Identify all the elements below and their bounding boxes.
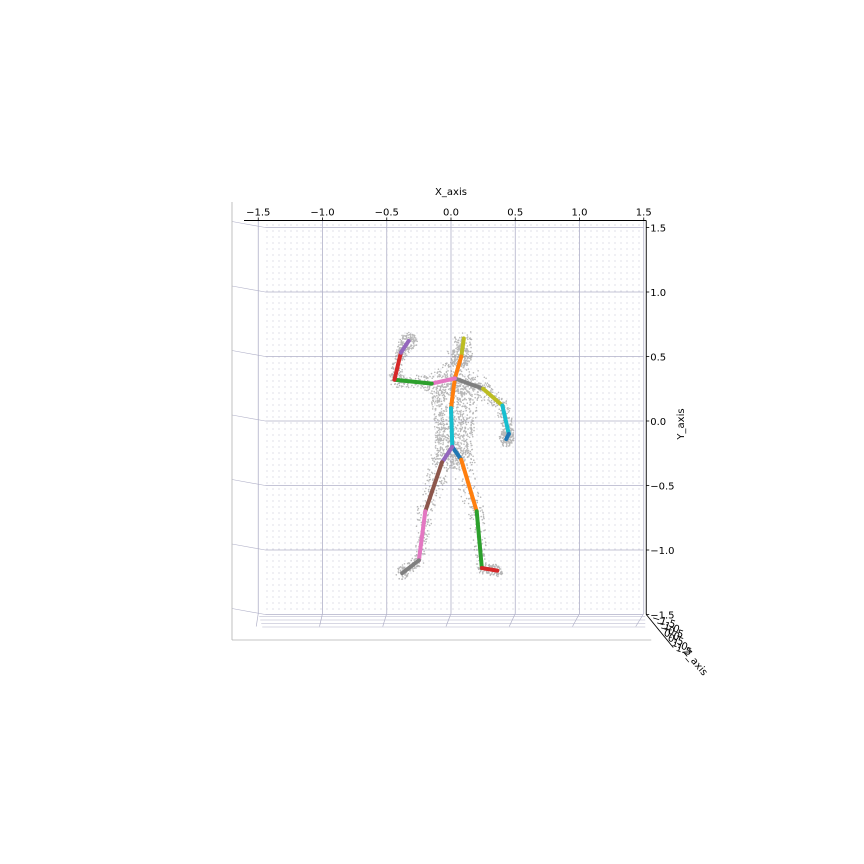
bone-spine-pelvis (449, 406, 455, 449)
x-tick-label-1: −1.0 (310, 208, 334, 219)
side-line-3 (231, 414, 266, 422)
bone-head-neck (452, 354, 464, 381)
bone-l_knee-l_ankle (474, 509, 484, 571)
bone-l_ankle-l_toe (479, 566, 500, 573)
x-tick-label-3: 0.0 (443, 208, 459, 219)
bone-l_wrist-l_hand (504, 431, 511, 442)
z-tick-label-6: 1.5 (674, 643, 693, 658)
y-tick-label-3: 0.0 (650, 417, 666, 428)
bone-r_knee-r_ankle (416, 509, 428, 563)
bone-r_wrist-r_hand (398, 339, 411, 355)
bone-r_ankle-r_toe (400, 558, 421, 576)
bone-neck-l_shoulder (452, 376, 486, 391)
z-tick-label-3: 0.0 (662, 628, 681, 643)
side-line-4 (231, 479, 266, 486)
side-line-1 (231, 285, 266, 293)
x-tick-label-2: −0.5 (375, 208, 399, 219)
side-line-5 (231, 543, 266, 551)
y-axis-label: Y_axis (676, 408, 687, 440)
bone-neck-spine (449, 376, 457, 411)
y-tick-label-2: 0.5 (650, 353, 666, 364)
bone-pelvis-l_hip (450, 444, 464, 462)
x-axis-label: X_axis (435, 187, 467, 198)
axes (231, 202, 674, 648)
y-tick-label-5: −1.0 (650, 546, 674, 557)
z-tick-label-4: 0.5 (666, 633, 685, 648)
x-tick-label-4: 0.5 (507, 208, 523, 219)
bone-r_hip-r_knee (423, 460, 445, 514)
x-tick-label-0: −1.5 (246, 208, 270, 219)
x-tick-label-6: 1.5 (636, 208, 652, 219)
x-tick-label-5: 1.0 (572, 208, 588, 219)
y-tick-label-1: 1.0 (650, 288, 666, 299)
bone-l_shoulder-l_elbow (481, 386, 505, 408)
side-line-0 (231, 221, 266, 228)
side-line-2 (231, 350, 266, 357)
z-axis-line (645, 614, 674, 648)
tick-labels: −1.5 −1.0 −0.5 0.0 0.5 1.0 1.51.51.00.50.0−0.5… (246, 208, 693, 659)
bone-r_elbow-r_wrist (392, 350, 403, 382)
skeleton (392, 336, 511, 576)
bone-pelvis-r_hip (440, 444, 455, 465)
z-tick-label-5: 1.0 (670, 638, 689, 653)
bone-neck-r_shoulder (429, 376, 457, 386)
floor-gridline-0 (255, 613, 259, 627)
bone-r_shoulder-r_elbow (392, 377, 434, 386)
gridlines (231, 220, 646, 628)
y-tick-label-0: 1.5 (650, 224, 666, 235)
bone-head_top-head (459, 336, 466, 359)
side-line-6 (231, 608, 266, 615)
z-axis-label: Z_axis (680, 647, 709, 679)
y-tick-label-4: −0.5 (650, 482, 674, 493)
y-tick-label-6: −1.5 (650, 611, 674, 622)
bone-l_elbow-l_wrist (500, 403, 511, 436)
bone-l_hip-l_knee (459, 457, 479, 514)
